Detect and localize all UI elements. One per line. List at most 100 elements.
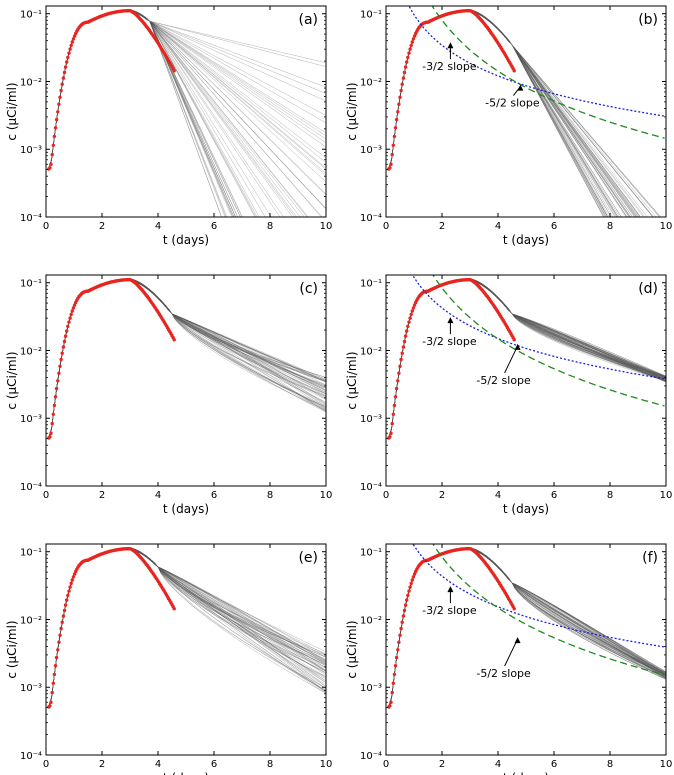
arrow-head-icon [447,586,454,593]
data-point [399,626,403,631]
ensemble-line [48,548,326,707]
data-point [63,603,68,607]
data-point [396,110,400,114]
x-tick-label: 8 [267,490,273,501]
data-point [406,55,410,60]
ensemble-line [388,279,666,439]
data-point [71,37,76,41]
slope-annotation: -3/2 slope [422,335,477,348]
ensemble-line [48,547,326,707]
plot-area [387,544,666,709]
ensemble-line [388,9,644,217]
ensemble-line [48,547,326,707]
data-point [62,608,67,613]
y-tick-label: 10⁻³ [360,145,382,156]
ensemble-line [48,280,326,439]
ensemble-line [48,547,326,707]
ensemble-line [48,279,326,438]
ensemble-line [48,278,326,438]
ensemble-line [48,279,326,438]
data-point [59,357,63,362]
y-tick-label: 10⁻¹ [20,548,42,559]
ensemble-line [48,278,326,438]
ensemble-line [388,548,666,708]
ensemble-line [48,548,326,708]
panel-e: 0 2 4 6 8 10 10⁻⁴ 10⁻³ 10⁻² 10⁻¹ t (days) c (μCi/ml… [5,543,332,775]
ensemble-line [48,9,258,217]
ensemble-line [388,10,619,217]
data-point [51,143,55,147]
data-point [389,431,393,435]
ensemble-line [388,9,641,217]
data-point [412,572,417,576]
data-point [51,681,55,685]
data-point [405,60,409,64]
x-tick-label: 0 [383,759,389,770]
ensemble-line [48,279,326,439]
data-point [61,614,66,618]
model-ensemble-lines [388,278,666,439]
ensemble-line [388,547,666,707]
ensemble-line [48,280,326,439]
ensemble-line [388,279,666,438]
data-point [401,76,406,80]
ensemble-line [48,279,326,439]
ensemble-line [388,548,666,707]
ensemble-line [48,279,326,439]
slope-3-2-reference-line [412,544,665,648]
data-point [512,338,516,342]
ensemble-line [48,548,326,708]
y-tick-label: 10⁻¹ [360,279,382,290]
ensemble-line [48,279,326,439]
data-point [61,76,66,80]
data-point [62,70,67,75]
ensemble-line [388,10,614,217]
ensemble-line [48,549,326,708]
data-point [54,117,59,122]
ensemble-line [48,548,326,708]
ensemble-line [48,547,326,707]
ensemble-line [48,548,326,708]
ensemble-line [388,547,666,707]
ensemble-line [388,547,666,707]
ensemble-line [48,548,326,708]
data-point [65,598,69,602]
x-axis-label: t (days) [163,771,209,775]
y-tick-label: 10⁻¹ [360,10,382,21]
ensemble-line [48,548,326,707]
x-tick-label: 0 [383,221,389,232]
ensemble-line [48,548,326,707]
data-point [52,403,57,408]
data-point [392,672,397,677]
data-point [72,572,77,576]
data-point [403,334,408,338]
x-tick-label: 8 [607,759,613,770]
ensemble-line [48,279,326,438]
model-ensemble-lines [388,547,666,708]
y-tick-label: 10⁻⁴ [360,751,382,762]
ensemble-line [48,278,326,438]
arrow-head-icon [514,637,521,644]
x-tick-label: 0 [43,490,49,501]
x-tick-label: 2 [439,221,445,232]
ensemble-line [48,10,241,217]
ensemble-line [48,280,326,439]
data-point [399,88,403,93]
data-point [408,47,412,51]
data-point [48,704,52,708]
ensemble-line [48,278,326,438]
ensemble-line [388,547,666,707]
data-point [391,412,395,416]
ensemble-line [48,547,326,707]
ensemble-line [48,278,326,438]
ensemble-line [48,10,236,217]
slope-3-2-reference-line [411,275,665,380]
data-point [48,435,52,439]
ensemble-line [48,279,326,439]
ensemble-line [48,279,326,439]
ensemble-line [388,10,606,217]
x-tick-label: 2 [99,221,105,232]
ensemble-line [388,9,618,217]
x-tick-label: 4 [495,490,501,501]
data-point [389,162,393,166]
